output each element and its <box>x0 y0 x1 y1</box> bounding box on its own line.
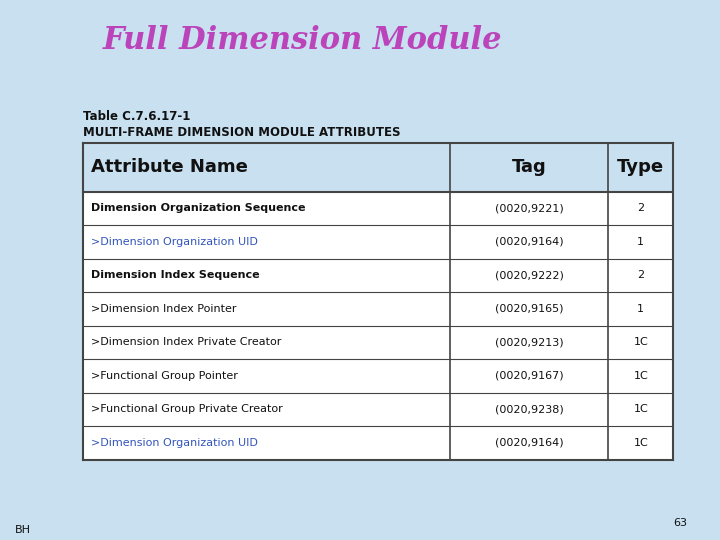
Text: (0020,9213): (0020,9213) <box>495 338 564 347</box>
Text: Dimension Organization Sequence: Dimension Organization Sequence <box>91 204 306 213</box>
Text: >Dimension Organization UID: >Dimension Organization UID <box>91 237 258 247</box>
Text: 2: 2 <box>637 271 644 280</box>
Text: >Dimension Index Private Creator: >Dimension Index Private Creator <box>91 338 282 347</box>
Text: Tag: Tag <box>512 158 546 177</box>
Text: (0020,9221): (0020,9221) <box>495 204 564 213</box>
Text: 1C: 1C <box>634 338 648 347</box>
Text: BH: BH <box>14 524 30 535</box>
Text: 1C: 1C <box>634 404 648 414</box>
Text: 1: 1 <box>637 237 644 247</box>
Text: >Functional Group Pointer: >Functional Group Pointer <box>91 371 238 381</box>
Text: (0020,9167): (0020,9167) <box>495 371 564 381</box>
Text: (0020,9222): (0020,9222) <box>495 271 564 280</box>
Text: Table C.7.6.17-1: Table C.7.6.17-1 <box>83 110 190 123</box>
Bar <box>83 143 673 460</box>
Bar <box>83 143 673 192</box>
Text: (0020,9164): (0020,9164) <box>495 438 564 448</box>
Text: >Functional Group Private Creator: >Functional Group Private Creator <box>91 404 283 414</box>
Text: (0020,9238): (0020,9238) <box>495 404 564 414</box>
Text: Attribute Name: Attribute Name <box>91 158 248 177</box>
Text: Full Dimension Module: Full Dimension Module <box>103 25 502 56</box>
Text: >Dimension Organization UID: >Dimension Organization UID <box>91 438 258 448</box>
Text: Dimension Index Sequence: Dimension Index Sequence <box>91 271 260 280</box>
Text: 2: 2 <box>637 204 644 213</box>
Text: 1C: 1C <box>634 371 648 381</box>
Text: Type: Type <box>617 158 665 177</box>
Text: MULTI-FRAME DIMENSION MODULE ATTRIBUTES: MULTI-FRAME DIMENSION MODULE ATTRIBUTES <box>83 126 400 139</box>
Text: 1: 1 <box>637 304 644 314</box>
Text: 1C: 1C <box>634 438 648 448</box>
Text: (0020,9165): (0020,9165) <box>495 304 564 314</box>
Text: 63: 63 <box>674 518 688 528</box>
Text: (0020,9164): (0020,9164) <box>495 237 564 247</box>
Text: >Dimension Index Pointer: >Dimension Index Pointer <box>91 304 237 314</box>
